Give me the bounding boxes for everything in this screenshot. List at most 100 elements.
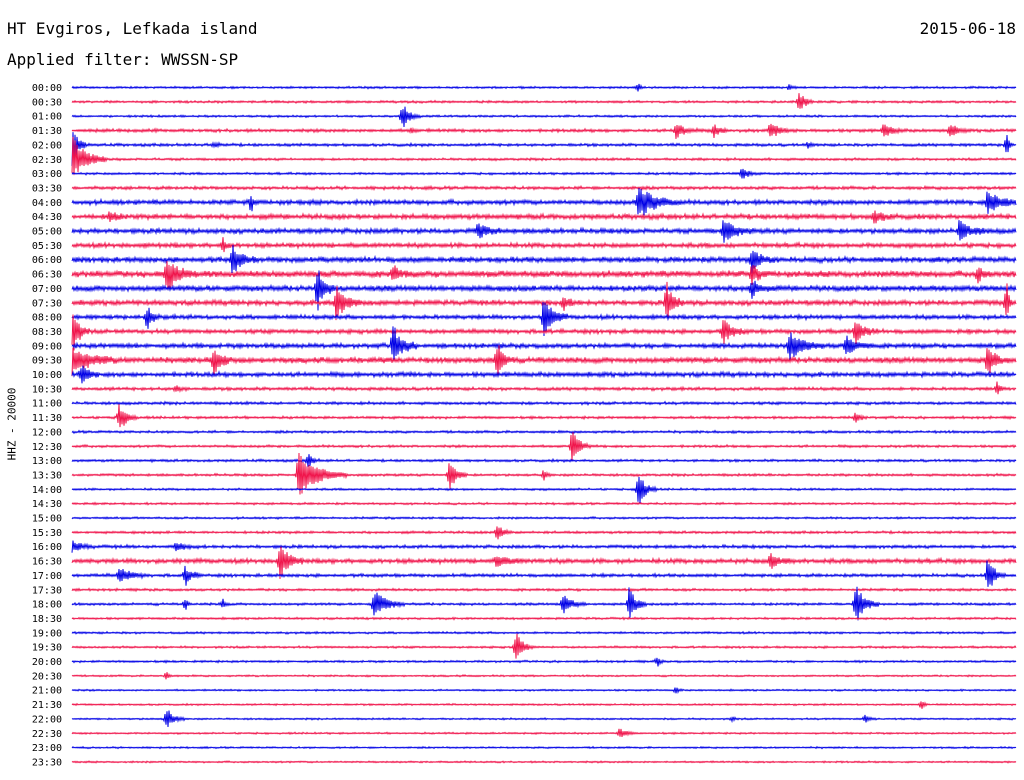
time-label-1800: 18:00 (32, 600, 62, 611)
time-label-0100: 01:00 (32, 112, 62, 123)
time-label-1530: 15:30 (32, 528, 62, 539)
time-label-0430: 04:30 (32, 212, 62, 223)
time-label-0930: 09:30 (32, 356, 62, 367)
trace-0830 (71, 314, 1017, 351)
time-label-1430: 14:30 (32, 499, 62, 510)
time-label-0130: 01:30 (32, 126, 62, 137)
time-label-2300: 23:00 (32, 743, 62, 754)
trace-1600 (71, 540, 1017, 553)
trace-0900 (71, 326, 1017, 362)
time-label-1830: 18:30 (32, 614, 62, 625)
time-label-1730: 17:30 (32, 585, 62, 596)
trace-0130 (71, 123, 1017, 139)
trace-1700 (71, 560, 1017, 587)
time-label-2100: 21:00 (32, 686, 62, 697)
time-label-1630: 16:30 (32, 557, 62, 568)
trace-1530 (71, 526, 1017, 540)
trace-1900 (71, 630, 1017, 636)
time-label-1100: 11:00 (32, 399, 62, 410)
trace-0200 (71, 132, 1017, 167)
time-label-0330: 03:30 (32, 183, 62, 194)
trace-0500 (71, 220, 1017, 243)
trace-1830 (71, 616, 1017, 621)
time-label-2000: 20:00 (32, 657, 62, 668)
time-label-0530: 05:30 (32, 241, 62, 252)
time-label-1030: 10:30 (32, 384, 62, 395)
time-label-2230: 22:30 (32, 729, 62, 740)
trace-2100 (71, 687, 1017, 695)
trace-0700 (71, 270, 1017, 311)
time-label-0600: 06:00 (32, 255, 62, 266)
time-label-1000: 10:00 (32, 370, 62, 381)
time-label-1130: 11:30 (32, 413, 62, 424)
trace-1130 (71, 404, 1017, 428)
trace-0030 (71, 93, 1017, 109)
time-label-2330: 23:30 (32, 757, 62, 768)
trace-0800 (71, 302, 1017, 337)
trace-1100 (71, 400, 1017, 406)
time-label-0500: 05:00 (32, 227, 62, 238)
time-label-1600: 16:00 (32, 542, 62, 553)
trace-1300 (71, 454, 1017, 467)
time-label-1330: 13:30 (32, 470, 62, 481)
trace-0000 (71, 83, 1017, 92)
time-label-0030: 00:30 (32, 97, 62, 108)
trace-2030 (71, 672, 1017, 680)
station-title: HT Evgiros, Lefkada island (7, 19, 258, 38)
time-label-1200: 12:00 (32, 427, 62, 438)
trace-0930 (71, 345, 1017, 377)
trace-1930 (71, 633, 1017, 659)
trace-0400 (71, 188, 1017, 216)
trace-0730 (71, 281, 1017, 321)
traces (71, 83, 1017, 764)
trace-1500 (71, 515, 1017, 521)
trace-1730 (71, 587, 1017, 593)
time-label-1230: 12:30 (32, 442, 62, 453)
time-label-1930: 19:30 (32, 643, 62, 654)
applied-filter: Applied filter: WWSSN-SP (7, 50, 239, 69)
time-label-2130: 21:30 (32, 700, 62, 711)
time-label-1500: 15:00 (32, 514, 62, 525)
trace-0230 (71, 136, 1017, 176)
time-label-1700: 17:00 (32, 571, 62, 582)
trace-1630 (71, 546, 1017, 579)
trace-1200 (71, 429, 1017, 435)
time-label-2200: 22:00 (32, 714, 62, 725)
trace-2130 (71, 701, 1017, 709)
time-label-0830: 08:30 (32, 327, 62, 338)
trace-2330 (71, 760, 1017, 764)
trace-0600 (71, 244, 1017, 274)
trace-2300 (71, 745, 1017, 750)
trace-1330 (71, 452, 1017, 495)
trace-1030 (71, 381, 1017, 395)
trace-1800 (71, 586, 1017, 621)
time-label-0800: 08:00 (32, 313, 62, 324)
time-label-1900: 19:00 (32, 628, 62, 639)
trace-0300 (71, 168, 1017, 179)
time-label-2030: 20:30 (32, 671, 62, 682)
time-label-0730: 07:30 (32, 298, 62, 309)
trace-2200 (71, 710, 1017, 728)
trace-0330 (71, 184, 1017, 192)
trace-2230 (71, 728, 1017, 737)
trace-0100 (71, 106, 1017, 128)
time-label-0300: 03:00 (32, 169, 62, 180)
time-label-0700: 07:00 (32, 284, 62, 295)
time-label-1300: 13:00 (32, 456, 62, 467)
trace-1400 (71, 476, 1017, 504)
trace-0430 (71, 210, 1017, 224)
record-date: 2015-06-18 (919, 19, 1016, 38)
trace-1230 (71, 432, 1017, 462)
trace-0530 (71, 237, 1017, 253)
trace-1000 (71, 365, 1017, 384)
time-labels: 00:00 00:30 01:00 01:30 02:00 02:30 03:00 03:30… (32, 83, 62, 768)
time-label-0000: 00:00 (32, 83, 62, 94)
trace-0630 (71, 261, 1017, 290)
time-label-0230: 02:30 (32, 155, 62, 166)
time-label-0630: 06:30 (32, 270, 62, 281)
trace-2000 (71, 657, 1017, 667)
trace-1430 (71, 501, 1017, 506)
time-label-1400: 14:00 (32, 485, 62, 496)
time-label-0900: 09:00 (32, 341, 62, 352)
